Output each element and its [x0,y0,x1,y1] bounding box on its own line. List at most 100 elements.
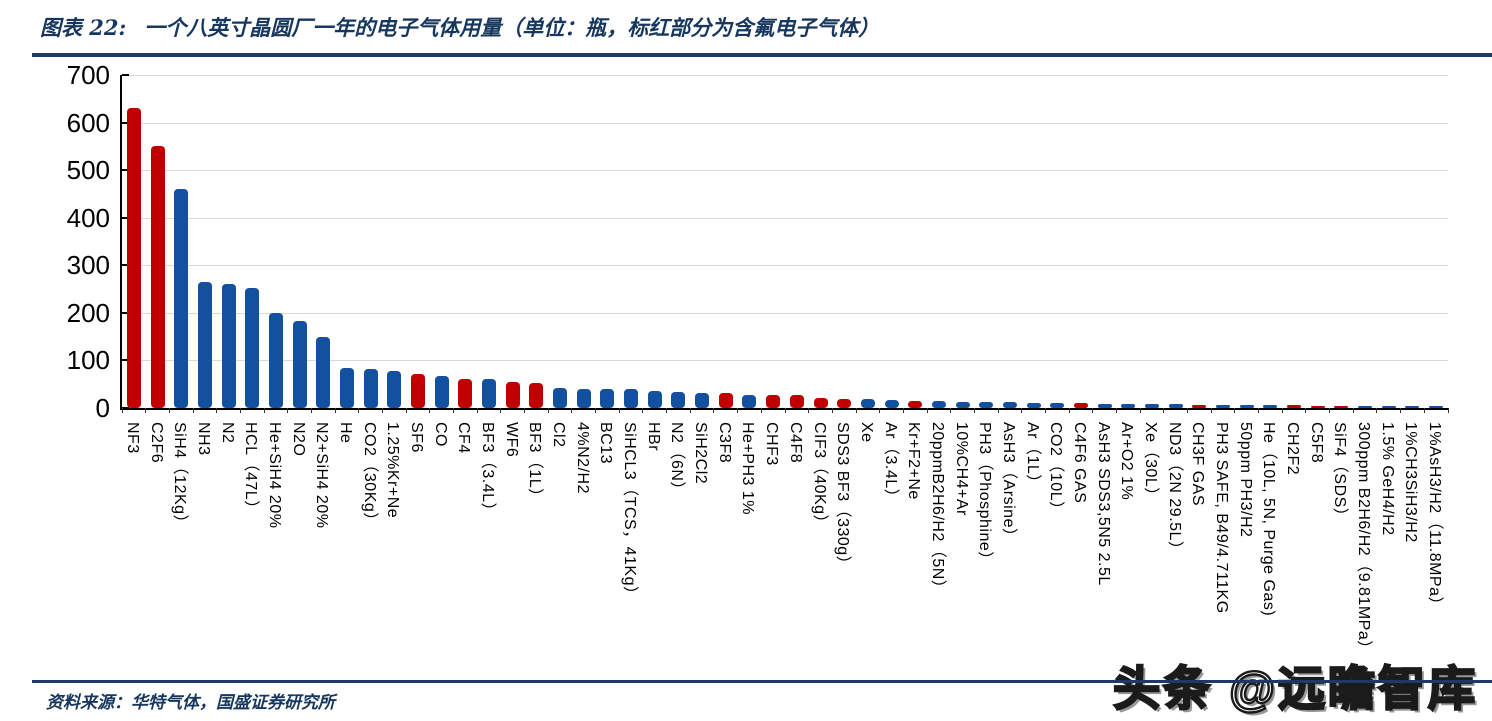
y-tick-label: 700 [66,60,110,90]
x-tick [1068,408,1070,413]
x-tick [287,408,289,413]
x-category-label: He [336,422,354,444]
x-category-label: CH3F GAS [1189,422,1207,507]
x-category-label: 300ppm B2H6/H2（9.81MPa） [1355,422,1373,657]
x-category-label: Xe [857,422,875,443]
bar-1.25%Kr+Ne [387,370,402,408]
bar-20ppmB2H6/H2（5N） [931,400,946,408]
bar-BC13 [600,388,615,408]
x-tick [618,408,620,413]
x-category-label: 20ppmB2H6/H2（5N） [928,422,946,597]
bar-HCL（47L） [245,287,260,408]
x-tick [1116,408,1117,413]
bar-C3F8 [718,392,733,408]
gridline-700 [122,75,1448,76]
x-tick [666,408,668,413]
x-tick [808,408,810,413]
x-category-label: N2 [218,422,236,444]
x-tick [239,408,241,413]
bar-N2 [221,284,236,408]
x-category-label: HBr [644,422,662,452]
bar-He+SiH4 20% [268,312,283,408]
y-tick-label: 600 [66,107,110,138]
x-category-label: C4F6 GAS [1070,422,1088,504]
y-tick-700 [122,74,129,76]
x-tick [902,408,904,413]
x-category-label: BF3（1L） [526,422,544,505]
x-category-label: 1%AsH3/H2（11.8MPa） [1426,422,1444,614]
bar-SiHCL3（TCS，41Kg） [624,388,639,408]
bar-AsH3（Arsine） [1002,402,1017,408]
y-tick-300 [122,264,129,267]
y-tick-200 [122,311,129,314]
x-tick [997,408,999,413]
bar-Xe（30L） [1145,404,1160,408]
x-category-label: Cl2 [550,422,568,448]
x-tick [453,408,454,413]
x-tick [405,408,407,413]
gridline-600 [122,122,1448,124]
x-category-label: He+SiH4 20% [265,422,283,529]
x-tick [358,408,360,413]
x-category-label: He（10L, 5N, Purge Gas) [1260,422,1278,617]
bar-1%AsH3/H2（11.8MPa） [1429,406,1444,408]
x-tick [1329,408,1331,413]
x-category-label: N2O [289,422,307,457]
x-tick [168,408,170,413]
x-category-label: NF3 [123,422,141,454]
bar-10%CH4+Ar [955,401,970,408]
x-category-label: AsH3 SDS3,5N5 2.5L [1094,422,1112,586]
x-tick [381,408,383,413]
source-note: 资料来源：华特气体，国盛证券研究所 [46,693,335,713]
x-category-label: CO2（10L） [1047,422,1065,518]
x-tick [642,408,644,413]
bar-1%CH3SiH3/H2 [1405,406,1420,408]
x-category-label: 50ppm PH3/H2 [1236,422,1254,538]
x-category-label: C5F8 [1307,422,1325,464]
bar-WF6 [505,382,520,408]
x-tick [310,408,312,413]
figure-number: 图表 22: [40,15,127,40]
plot-area [120,74,1449,413]
x-tick [1447,408,1449,413]
x-tick [1021,408,1023,413]
x-tick [1400,408,1402,413]
x-tick [1210,408,1212,413]
bar-CO [434,375,449,408]
y-tick-label: 0 [95,393,110,423]
x-category-label: BF3（3.4L） [479,422,497,519]
x-category-label: N2+SiH4 20% [313,422,331,529]
bar-He+PH3 1% [742,394,757,408]
bar-PH3 SAFE, B49/4.711KG [1216,404,1231,408]
x-tick [1234,408,1236,413]
bar-SiH4（12Kg） [174,189,189,408]
y-axis-labels: 0 100 200 300 400 500 600 700 [0,62,110,421]
bar-Cl2 [553,387,568,408]
bar-He [339,367,354,408]
bar-Ar（1L） [1026,402,1041,408]
x-tick [334,408,336,413]
x-tick [831,408,833,413]
bar-C4F6 GAS [1073,403,1088,408]
x-category-label: HCL（47L） [242,422,260,517]
x-tick [1352,408,1354,413]
bar-CIF3（40Kg） [813,398,828,408]
x-category-label: BC13 [597,422,615,465]
x-tick [713,408,715,413]
x-category-label: 1.25%Kr+Ne [384,422,402,519]
x-tick [547,408,549,413]
x-tick [429,408,431,413]
x-category-label: CF4 [455,422,473,454]
x-category-label: CHF3 [763,422,781,466]
x-tick [1305,408,1307,413]
x-category-label: N2（6N） [668,422,686,498]
bar-NF3 [126,108,141,408]
bar-Xe [860,399,875,408]
x-category-label: AsH3（Arsine） [999,422,1017,545]
bar-1.5% GeH4/H2 [1381,406,1396,408]
bar-CH2F2 [1287,405,1302,408]
bar-50ppm PH3/H2 [1239,405,1254,408]
bar-C2F6 [150,146,165,408]
x-category-label: C2F6 [147,422,165,464]
